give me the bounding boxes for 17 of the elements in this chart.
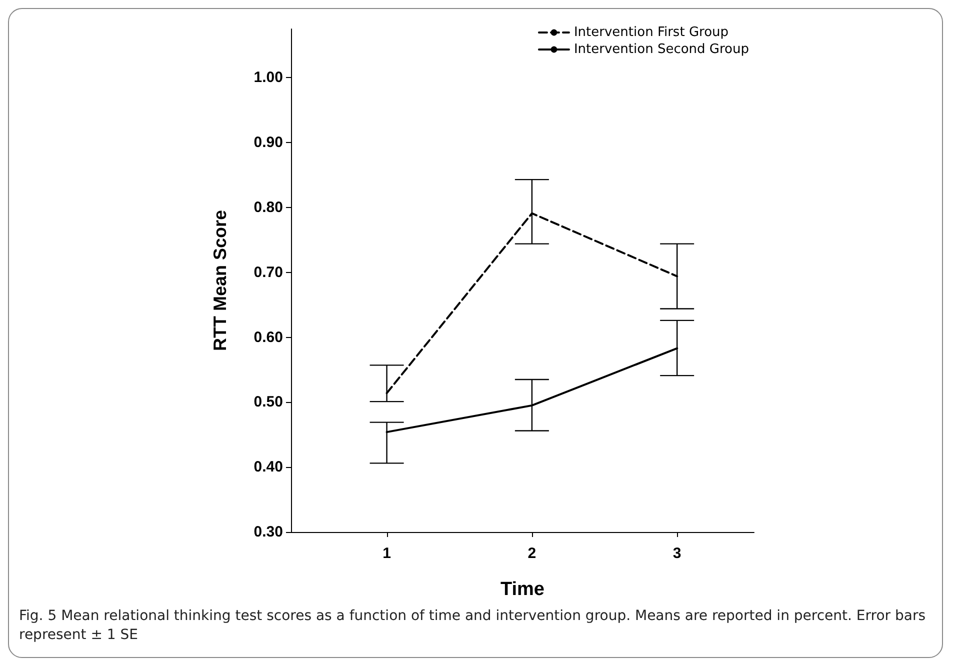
x-tick-label: 2 [528,545,536,562]
y-tick-label: 0.70 [254,264,283,281]
x-tick-label: 3 [672,545,682,562]
y-tick-label: 0.40 [254,458,283,476]
x-axis-title: Time [500,579,545,600]
y-tick-label: 0.80 [254,198,283,216]
y-tick-label: 0.90 [254,134,283,152]
y-tick-label: 0.30 [254,524,283,540]
y-axis-title: RTT Mean Score [210,210,230,352]
y-tick-label: 1.00 [254,69,283,86]
figure-frame: RTT Mean Score Time 0.30 0.40 0.50 0.60 0.70 0.80 0.90 1.00 1 2 3 Intervention First Group Intervention Second Group Fig. 5 Mean relational thinking test scores as a function of time and intervention group. Means are reported in percent. Error bars represent ± 1 SE [8,8,943,658]
caption: Fig. 5 Mean relational thinking test scores as a function of time and intervention group. Means are reported in percent. Error bars represent ± 1 SE [19,607,926,645]
legend-label: Intervention First Group [574,25,729,40]
y-tick-label: 0.60 [254,328,283,346]
y-tick-label: 0.50 [254,394,283,411]
legend-label: Intervention Second Group [574,42,749,57]
x-tick-label: 1 [382,545,391,562]
